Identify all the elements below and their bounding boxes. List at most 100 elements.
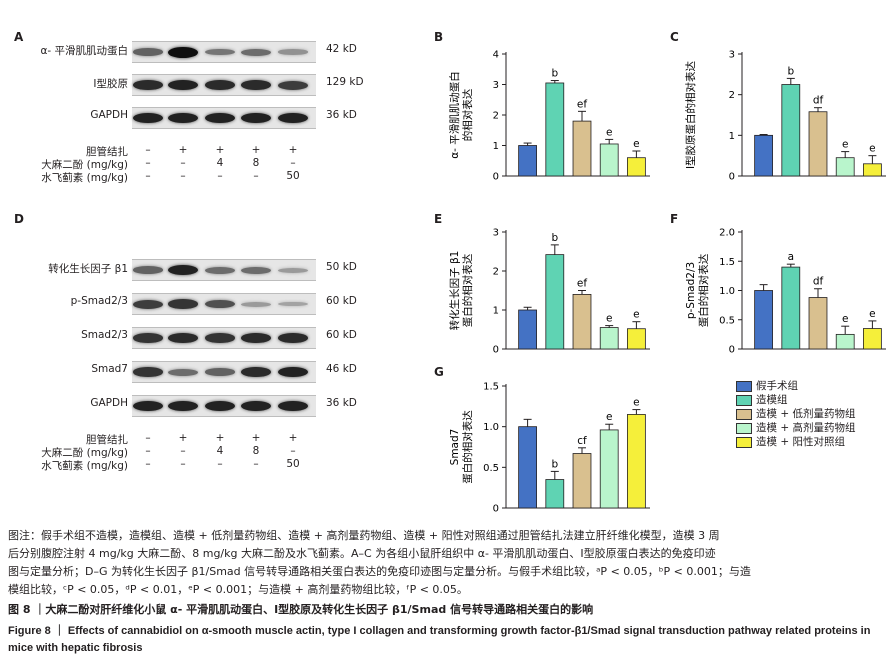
y-tick-label: 2 [493, 267, 499, 278]
treatment-label: 大麻二酚 (mg/kg) [41, 447, 128, 459]
y-tick-label: 0 [493, 172, 499, 183]
bar [781, 84, 801, 177]
y-tick-label: 1 [493, 141, 499, 152]
bar [545, 254, 565, 350]
blot-band [168, 112, 198, 124]
significance-label: df [813, 276, 824, 288]
bar [572, 453, 592, 509]
treatment-value: 50 [286, 170, 300, 182]
bar [518, 309, 537, 350]
blot-band [133, 299, 163, 309]
caption-line: 后分别腹腔注射 4 mg/kg 大麻二酚、8 mg/kg 大麻二酚及水飞蓟素。A… [8, 547, 716, 560]
treatment-value: – [145, 170, 151, 182]
y-axis-label: 蛋白的相对表达 [461, 410, 474, 484]
panel-letter-e: E [434, 212, 443, 226]
blot-band [205, 400, 235, 412]
blot-row-label: GAPDH [90, 397, 128, 409]
blot-kd-label: 129 kD [326, 76, 364, 88]
significance-label: e [869, 143, 875, 155]
blot-strip [132, 361, 316, 383]
blot-band [168, 79, 198, 91]
panel-letter-f: F [670, 212, 679, 226]
significance-label: e [633, 138, 639, 150]
treatment-value: – [145, 144, 151, 156]
blot-band [278, 49, 308, 55]
y-tick-label: 0 [493, 345, 499, 356]
y-tick-label: 0 [729, 172, 735, 183]
blot-kd-label: 60 kD [326, 329, 357, 341]
y-tick-label: 1 [493, 306, 499, 317]
significance-label: ef [577, 98, 587, 110]
y-axis-label: Ⅰ型胶原蛋白的相对表达 [684, 60, 697, 169]
treatment-value: – [253, 170, 259, 182]
y-tick-label: 3 [729, 50, 735, 61]
blot-band [168, 400, 198, 412]
blot-band [168, 333, 198, 343]
blot-band [133, 333, 163, 343]
blot-row-label: 转化生长因子 β1 [48, 263, 128, 275]
significance-label: b [551, 68, 558, 80]
blot-band [133, 266, 163, 274]
bar [572, 294, 592, 350]
y-axis-label: p-Smad2/3 [685, 262, 697, 319]
treatment-value: – [290, 445, 296, 457]
legend-swatch [736, 381, 752, 392]
blot-band [241, 48, 271, 56]
treatment-value: 4 [216, 157, 224, 169]
blot-band [205, 80, 235, 90]
blot-strip [132, 107, 316, 129]
treatment-value: 8 [252, 157, 260, 169]
legend-swatch [736, 423, 752, 434]
y-axis-label: Smad7 [449, 429, 461, 466]
treatment-label: 胆管结扎 [86, 146, 128, 158]
treatment-value: + [251, 432, 261, 444]
y-tick-label: 1.0 [719, 286, 735, 297]
panel-letter-b: B [434, 30, 444, 44]
bar [518, 426, 537, 509]
treatment-value: – [217, 170, 223, 182]
blot-band [168, 299, 198, 309]
legend: 假手术组 造模组 造模 + 低剂量药物组 造模 + 高剂量药物组 造模 + 阳性… [736, 380, 886, 450]
blot-band [241, 367, 271, 377]
treatment-label: 胆管结扎 [86, 434, 128, 446]
significance-label: e [633, 309, 639, 321]
treatment-value: + [215, 432, 225, 444]
y-tick-label: 1.5 [483, 382, 499, 393]
panel-letter-g: G [434, 365, 444, 379]
bar [627, 414, 646, 509]
blot-row-label: α- 平滑肌肌动蛋白 [40, 45, 128, 57]
bar [808, 297, 828, 350]
y-tick-label: 2 [493, 111, 499, 122]
treatment-value: – [145, 432, 151, 444]
y-tick-label: 1.5 [719, 257, 735, 268]
blot-band [168, 368, 198, 376]
blot-kd-label: 36 kD [326, 109, 357, 121]
chart-f: p-Smad2/3 蛋白的相对表达 0 0.5 1.0 1.5 2.0 a df e e [685, 228, 886, 356]
y-tick-label: 2.0 [719, 228, 735, 239]
blot-band [278, 366, 308, 378]
legend-label: 造模 + 高剂量药物组 [756, 422, 856, 434]
blot-band [278, 267, 308, 273]
bar [754, 134, 773, 177]
y-tick-label: 0 [493, 504, 499, 515]
treatment-value: – [180, 458, 186, 470]
treatment-value: + [178, 144, 188, 156]
bar [627, 157, 646, 177]
significance-label: e [606, 313, 612, 325]
significance-label: e [842, 139, 848, 151]
blot-strip [132, 41, 316, 63]
y-tick-label: 1.0 [483, 422, 499, 433]
blot-band [133, 48, 163, 56]
y-tick-label: 2 [729, 90, 735, 101]
treatment-value: + [288, 432, 298, 444]
y-tick-label: 3 [493, 228, 499, 239]
significance-label: df [813, 95, 824, 107]
y-tick-label: 4 [493, 50, 499, 61]
blot-row-label: Smad2/3 [81, 329, 128, 341]
bar [599, 143, 619, 177]
y-tick-label: 0.5 [719, 315, 735, 326]
bar [754, 290, 773, 350]
y-tick-label: 0 [729, 345, 735, 356]
blot-row-label: p-Smad2/3 [70, 295, 128, 307]
bar [518, 145, 537, 177]
